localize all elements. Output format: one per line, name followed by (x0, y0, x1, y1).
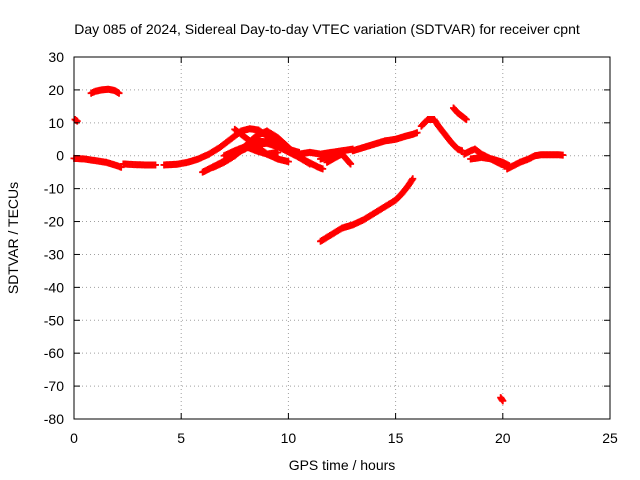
y-axis-label: SDTVAR / TECUs (5, 182, 21, 294)
y-tick-label: -30 (44, 246, 64, 262)
series-s15 (317, 175, 417, 245)
y-tick-label: 30 (48, 49, 64, 65)
x-tick-label: 0 (70, 430, 78, 446)
data-point (284, 158, 292, 166)
data-point (559, 151, 567, 159)
data-point (274, 148, 282, 156)
data-point (73, 117, 81, 125)
x-tick-label: 5 (177, 430, 185, 446)
series-s16 (417, 116, 466, 155)
data-point (319, 165, 327, 173)
series-s8 (220, 143, 282, 160)
grid-lines (74, 57, 610, 419)
y-tick-label: -70 (44, 378, 64, 394)
y-tick-label: -20 (44, 214, 64, 230)
series-s4 (119, 160, 159, 169)
series-s2 (87, 85, 123, 97)
data-point (499, 397, 507, 405)
x-axis-ticks: 0 5 10 15 20 25 (70, 57, 618, 446)
x-tick-label: 20 (495, 430, 511, 446)
data-point (151, 161, 159, 169)
series-s21 (497, 394, 507, 405)
series-s3 (70, 154, 125, 171)
series-s1 (71, 116, 81, 125)
data-point (347, 160, 355, 168)
series-s9 (231, 125, 292, 166)
data-points (70, 85, 567, 405)
y-tick-label: -40 (44, 279, 64, 295)
series-s14 (349, 129, 421, 155)
series-s10 (252, 137, 303, 156)
y-tick-label: 10 (48, 115, 64, 131)
series-s13 (323, 150, 346, 166)
series-s20 (503, 151, 567, 173)
x-tick-label: 25 (602, 430, 618, 446)
chart-title: Day 085 of 2024, Sidereal Day-to-day VTE… (74, 21, 580, 37)
series-s17 (449, 104, 470, 124)
y-tick-label: 0 (56, 148, 64, 164)
data-point (462, 116, 470, 124)
y-axis-ticks: 30 20 10 0 -10 -20 -30 -40 -50 -60 -70 -80 (44, 49, 610, 427)
y-tick-label: -10 (44, 181, 64, 197)
x-axis-label: GPS time / hours (289, 457, 396, 473)
plot-frame (73, 56, 611, 420)
data-point (413, 129, 421, 137)
series-s19 (467, 153, 513, 170)
data-point (338, 150, 346, 158)
x-tick-label: 10 (281, 430, 297, 446)
y-tick-label: -80 (44, 411, 64, 427)
y-tick-label: 20 (48, 82, 64, 98)
x-tick-label: 15 (388, 430, 404, 446)
y-tick-label: -50 (44, 312, 64, 328)
data-point (306, 160, 314, 168)
data-point (409, 175, 417, 183)
y-tick-label: -60 (44, 345, 64, 361)
data-point (115, 89, 123, 97)
